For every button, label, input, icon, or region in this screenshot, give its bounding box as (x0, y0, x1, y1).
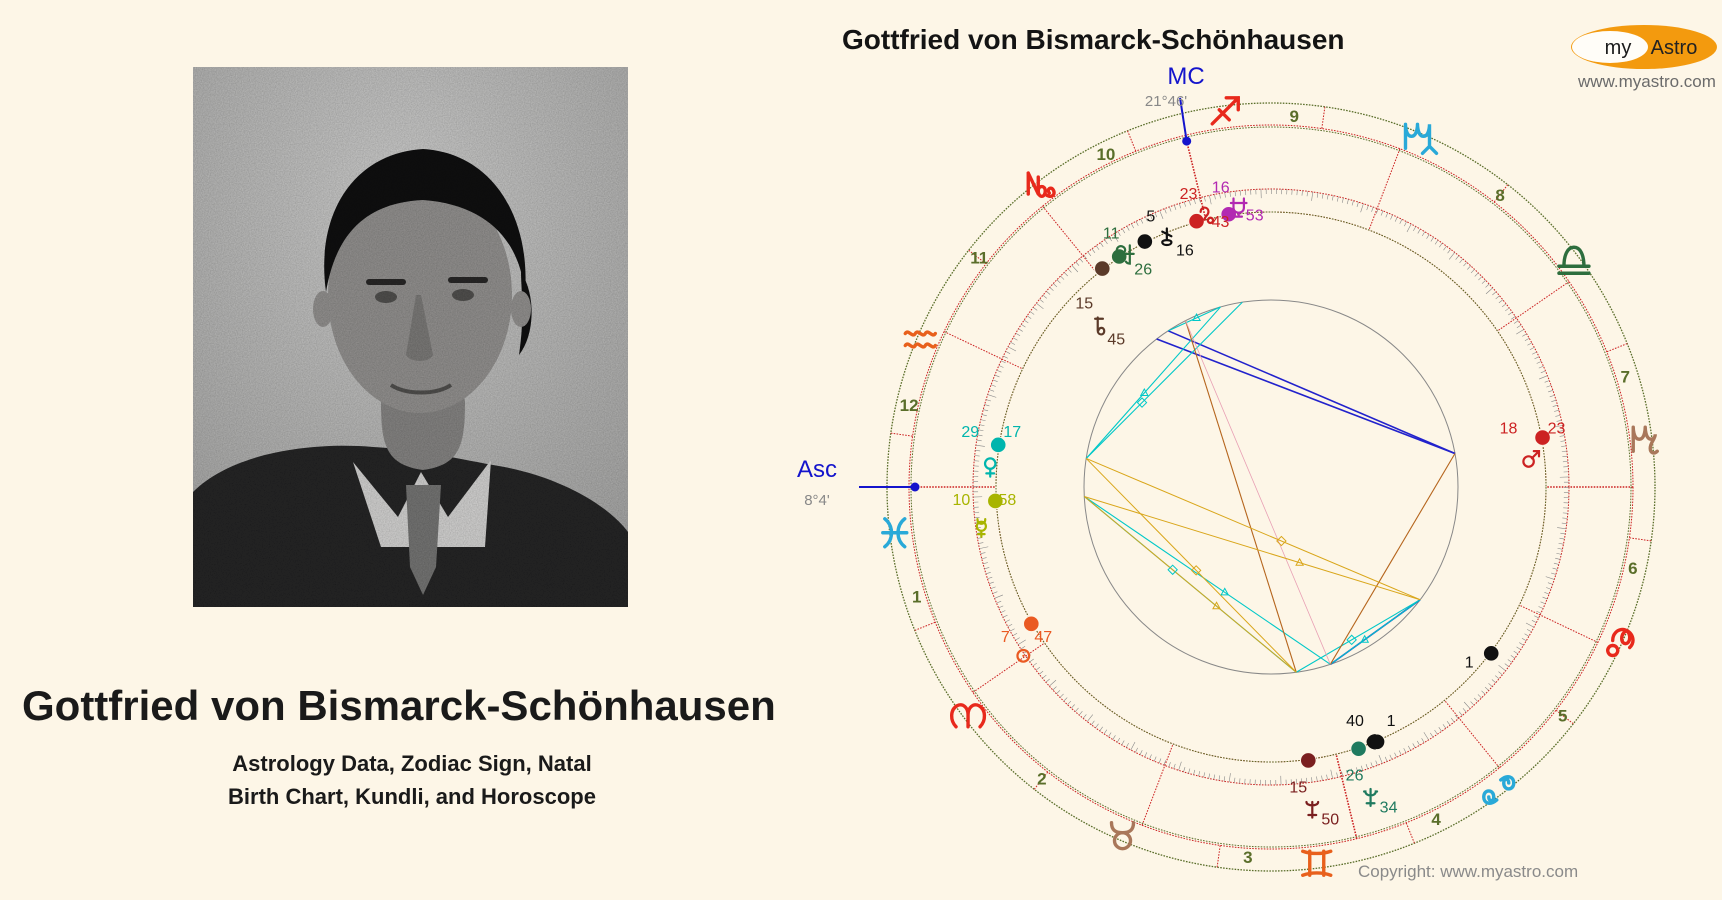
svg-text:16: 16 (1212, 179, 1230, 196)
svg-text:29: 29 (961, 424, 979, 441)
svg-text:4: 4 (1431, 810, 1441, 829)
svg-text:8°4': 8°4' (804, 492, 830, 509)
svg-text:11: 11 (970, 248, 988, 267)
svg-text:40: 40 (1346, 713, 1364, 730)
svg-text:26: 26 (1346, 768, 1364, 785)
svg-text:58: 58 (998, 492, 1016, 509)
svg-text:12: 12 (900, 396, 919, 415)
svg-text:23: 23 (1180, 186, 1198, 203)
svg-text:34: 34 (1380, 800, 1398, 817)
svg-text:10: 10 (952, 492, 970, 509)
svg-text:15: 15 (1289, 779, 1307, 796)
svg-text:17: 17 (1003, 424, 1021, 441)
svg-text:11: 11 (1103, 225, 1120, 242)
svg-text:26: 26 (1134, 261, 1152, 278)
svg-text:16: 16 (1176, 243, 1194, 260)
svg-text:5: 5 (1558, 707, 1567, 726)
svg-text:3: 3 (1243, 848, 1252, 867)
svg-text:MC: MC (1167, 63, 1204, 90)
svg-text:53: 53 (1246, 207, 1264, 224)
svg-text:7: 7 (1621, 367, 1630, 386)
svg-text:23: 23 (1548, 421, 1566, 438)
svg-text:1: 1 (912, 588, 921, 607)
svg-text:7: 7 (1001, 629, 1010, 646)
svg-text:18: 18 (1500, 421, 1518, 438)
svg-text:8: 8 (1495, 186, 1504, 205)
svg-text:10: 10 (1096, 145, 1115, 164)
svg-text:1: 1 (1465, 654, 1474, 671)
svg-text:Asc: Asc (797, 456, 837, 483)
svg-text:5: 5 (1146, 209, 1155, 226)
svg-text:1: 1 (1387, 713, 1396, 730)
svg-text:15: 15 (1075, 296, 1093, 313)
svg-text:47: 47 (1034, 629, 1052, 646)
svg-text:45: 45 (1107, 332, 1125, 349)
svg-text:43: 43 (1212, 214, 1230, 231)
svg-text:2: 2 (1037, 769, 1046, 788)
svg-text:21°46': 21°46' (1145, 93, 1187, 110)
svg-text:50: 50 (1321, 811, 1339, 828)
svg-text:9: 9 (1289, 107, 1298, 126)
svg-text:6: 6 (1628, 559, 1637, 578)
